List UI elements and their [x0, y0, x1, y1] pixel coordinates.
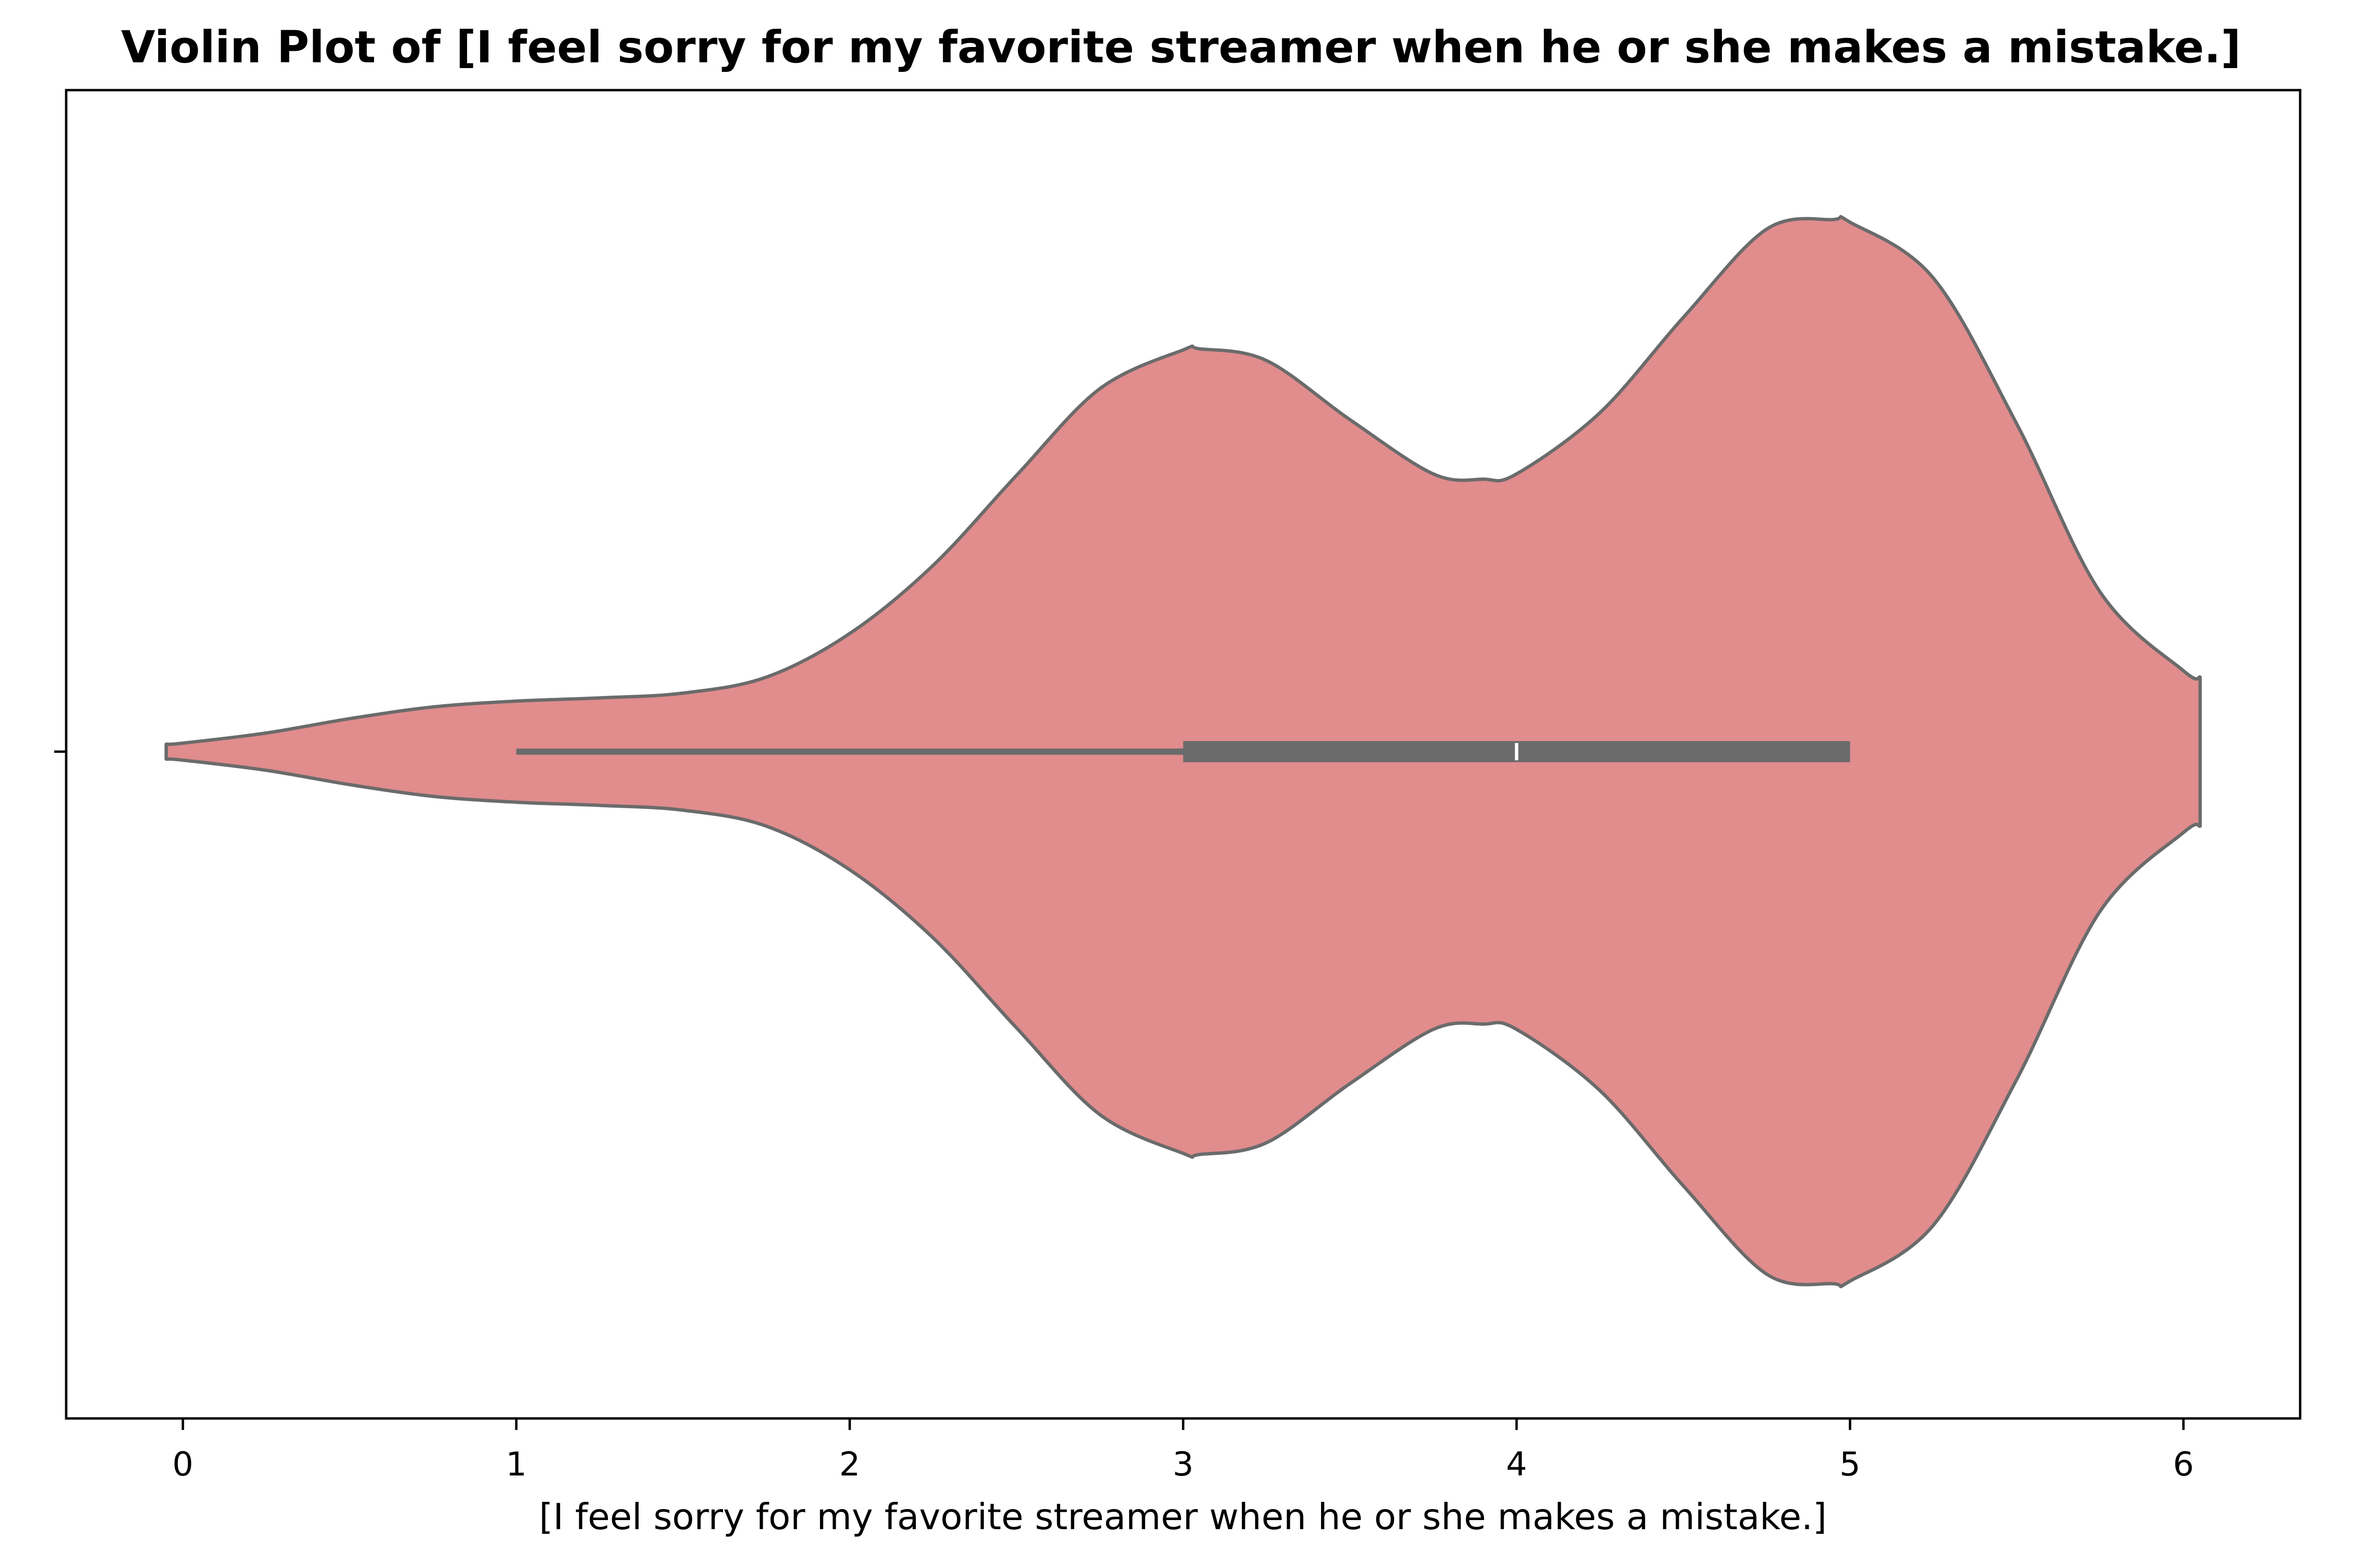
x-tick-label: 6: [2173, 1445, 2194, 1484]
x-axis-label: [I feel sorry for my favorite streamer w…: [539, 1496, 1827, 1538]
x-tick-label: 2: [839, 1445, 860, 1484]
x-tick-label: 3: [1173, 1445, 1194, 1484]
x-tick-label: 0: [172, 1445, 193, 1484]
box-layer: [516, 741, 1850, 762]
x-tick-label: 1: [506, 1445, 527, 1484]
x-axis: 0 1 2 3 4 5 6: [172, 1418, 2194, 1484]
x-tick-label: 5: [1839, 1445, 1860, 1484]
chart-title: Violin Plot of [I feel sorry for my favo…: [121, 22, 2241, 73]
x-tick-label: 4: [1506, 1445, 1527, 1484]
